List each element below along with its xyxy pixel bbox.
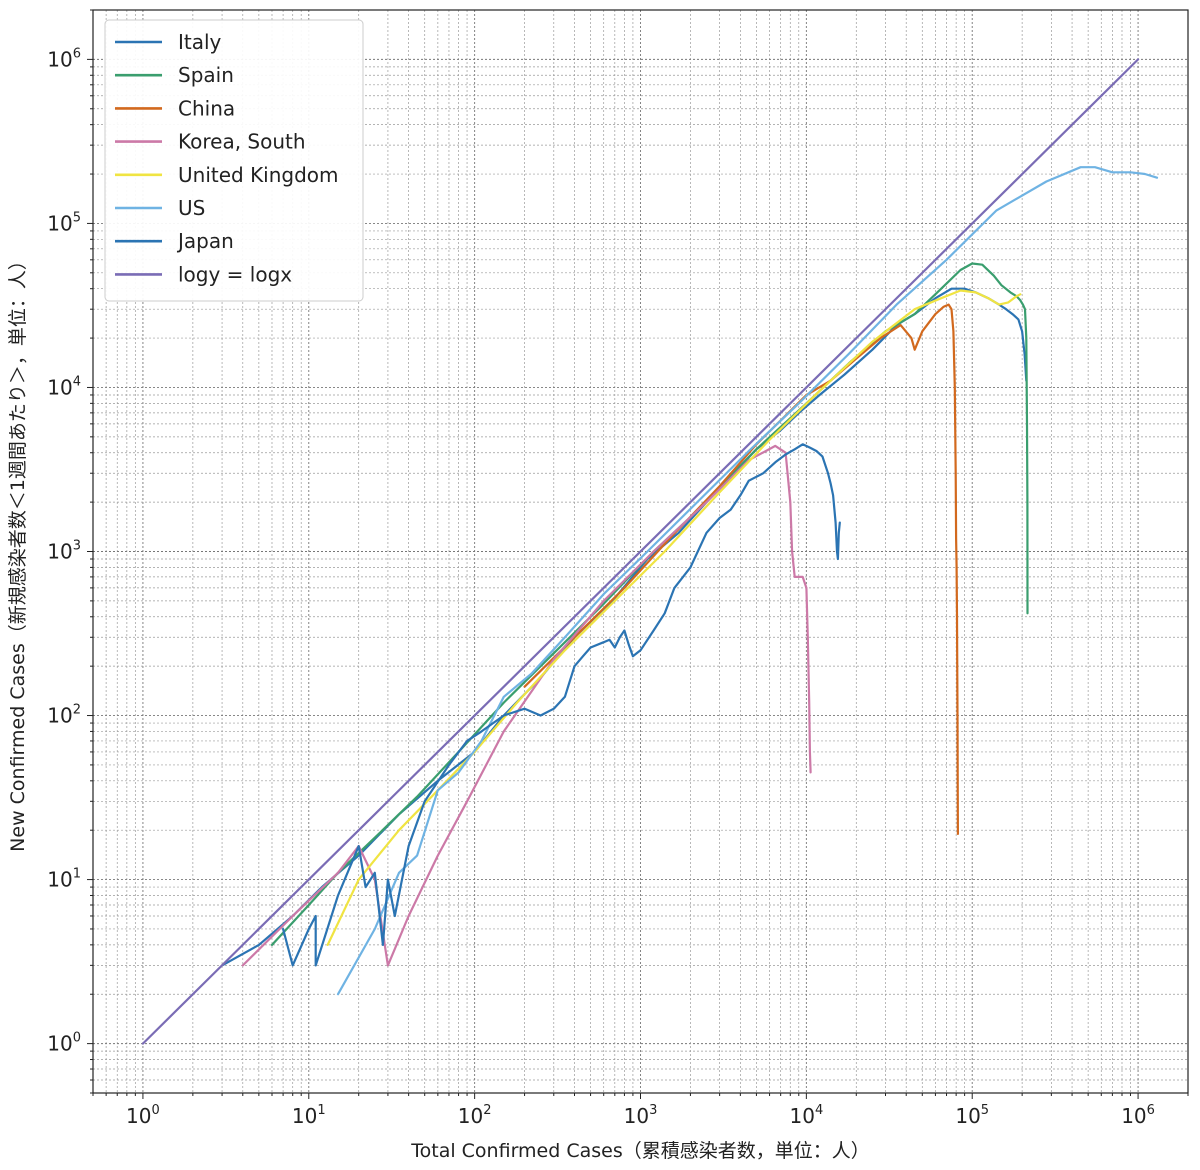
series-line-4 <box>326 289 1022 946</box>
y-tick-label: 101 <box>47 867 81 892</box>
y-axis-label: New Confirmed Cases（新規感染者数＜1週間あたり＞，単位：人） <box>7 251 29 852</box>
series-line-2 <box>523 303 959 835</box>
x-tick-label: 102 <box>458 1103 492 1128</box>
axis-ticks: 100 101 102 103 104 105 106 100 101 102 103 104 105 1… <box>47 9 1189 1128</box>
y-tick-label: 104 <box>47 374 81 399</box>
series-line-7 <box>141 58 1140 1045</box>
legend-label: Spain <box>178 63 234 87</box>
legend-label: Japan <box>176 229 234 253</box>
y-tick-label: 100 <box>47 1031 81 1056</box>
series-line-5 <box>336 166 1159 996</box>
x-tick-label: 100 <box>126 1103 160 1128</box>
y-tick-label: 103 <box>47 539 81 564</box>
legend-label: Korea, South <box>178 130 306 154</box>
series-line-6 <box>282 443 841 967</box>
x-tick-label: 105 <box>955 1103 989 1128</box>
legend: Italy Spain China Korea, South United Kingdo… <box>104 19 364 302</box>
y-tick-label: 102 <box>47 703 81 728</box>
x-tick-label: 104 <box>789 1103 823 1128</box>
x-tick-label: 103 <box>624 1103 658 1128</box>
legend-label: US <box>178 196 205 220</box>
series-lines <box>141 58 1159 1045</box>
legend-label: United Kingdom <box>178 163 339 187</box>
x-tick-label: 106 <box>1121 1103 1155 1128</box>
legend-box <box>104 19 364 302</box>
legend-label: logy = logx <box>178 262 292 286</box>
y-tick-label: 106 <box>47 46 81 71</box>
legend-label: China <box>178 96 235 120</box>
y-tick-label: 105 <box>47 210 81 235</box>
x-axis-label: Total Confirmed Cases（累積感染者数，単位：人） <box>410 1140 870 1162</box>
x-tick-label: 101 <box>292 1103 326 1128</box>
legend-label: Italy <box>178 30 222 54</box>
